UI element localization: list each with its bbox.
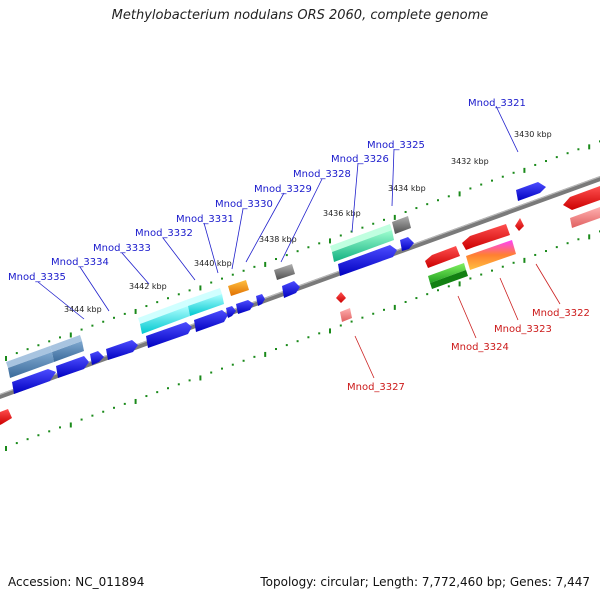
gene-arrow-blue[interactable]	[282, 281, 300, 298]
scale-label: 3434 kbp	[388, 184, 426, 193]
gene-label-reverse[interactable]: Mnod_3323	[494, 324, 552, 335]
accession-text: Accession: NC_011894	[8, 575, 145, 589]
gene-box-teal[interactable]	[330, 224, 392, 252]
gene-arrow-pink[interactable]	[340, 308, 352, 322]
gene-box-cyan[interactable]	[188, 294, 224, 316]
gene-box-cyan[interactable]	[186, 288, 222, 306]
gene-arrow-blue[interactable]	[90, 351, 104, 365]
label-leader-line	[79, 266, 110, 312]
gene-arrow-blue[interactable]	[106, 340, 138, 360]
gene-arrow-blue[interactable]	[56, 356, 89, 378]
gene-arrow-red[interactable]	[0, 409, 12, 425]
reverse-strand-genes	[0, 186, 600, 425]
scale-label: 3442 kbp	[129, 282, 167, 291]
forward-gene-labels	[37, 105, 519, 320]
label-leader-line	[280, 178, 323, 263]
gene-label-reverse[interactable]: Mnod_3322	[532, 308, 590, 319]
gene-label-forward[interactable]: Mnod_3331	[176, 214, 234, 225]
scale-label: 3444 kbp	[64, 305, 102, 314]
gene-label-forward[interactable]: Mnod_3328	[293, 169, 351, 180]
gene-label-forward[interactable]: Mnod_3330	[215, 199, 273, 210]
gene-box-magenta[interactable]	[466, 240, 516, 270]
gene-box-gray[interactable]	[274, 264, 295, 280]
gene-arrow-blue[interactable]	[256, 294, 265, 306]
gene-arrow-blue[interactable]	[516, 182, 546, 201]
gene-arrow-blue[interactable]	[146, 322, 192, 348]
gene-arrow-red[interactable]	[563, 186, 600, 210]
gene-box-gray[interactable]	[392, 216, 411, 234]
gene-box-steelblue[interactable]	[50, 335, 82, 352]
label-leader-line	[391, 148, 395, 207]
scale-labels: 3430 kbp 3432 kbp 3434 kbp 3436 kbp 3438…	[64, 130, 552, 314]
gene-label-reverse[interactable]: Mnod_3327	[347, 382, 405, 393]
gene-label-forward[interactable]: Mnod_3334	[51, 257, 109, 268]
label-leader-line	[37, 281, 85, 320]
gene-box-steelblue[interactable]	[8, 352, 54, 378]
label-leader-line	[121, 252, 150, 285]
scale-label: 3436 kbp	[323, 209, 361, 218]
label-leader-line	[499, 277, 519, 321]
gene-label-forward[interactable]: Mnod_3332	[135, 228, 193, 239]
gene-box-teal[interactable]	[332, 230, 394, 262]
scale-label: 3440 kbp	[194, 259, 232, 268]
lower-tick-track	[5, 230, 600, 451]
map-title: Methylobacterium nodulans ORS 2060, comp…	[111, 8, 489, 23]
scale-label: 3432 kbp	[451, 157, 489, 166]
label-leader-line	[162, 237, 196, 281]
upper-tick-track	[5, 140, 600, 361]
gene-box-green[interactable]	[430, 270, 468, 289]
gene-arrow-blue[interactable]	[194, 310, 228, 332]
gene-arrow-blue[interactable]	[400, 237, 414, 251]
gene-label-forward[interactable]: Mnod_3321	[468, 98, 526, 109]
gene-arrow-red[interactable]	[462, 224, 510, 250]
label-leader-line	[354, 335, 375, 379]
label-leader-line	[245, 192, 285, 263]
gene-arrow-blue[interactable]	[226, 306, 236, 318]
scale-label: 3430 kbp	[514, 130, 552, 139]
gene-arrow-red[interactable]	[336, 292, 346, 303]
gene-box-cyan[interactable]	[140, 306, 190, 334]
gene-box-cyan[interactable]	[138, 300, 188, 324]
forward-strand-genes	[6, 182, 546, 394]
gene-arrow-blue[interactable]	[338, 245, 397, 276]
label-leader-line	[457, 295, 477, 339]
gene-label-forward[interactable]: Mnod_3326	[331, 154, 389, 165]
reverse-gene-labels	[354, 263, 561, 379]
gene-label-forward[interactable]: Mnod_3329	[254, 184, 312, 195]
gene-arrow-red[interactable]	[515, 218, 524, 231]
gene-box-green[interactable]	[428, 263, 466, 283]
gene-box-steelblue[interactable]	[52, 341, 84, 362]
label-leader-line	[203, 222, 219, 274]
label-leader-line	[495, 105, 519, 153]
gene-arrow-blue[interactable]	[236, 300, 254, 314]
scale-label: 3438 kbp	[259, 235, 297, 244]
gene-label-forward[interactable]: Mnod_3333	[93, 243, 151, 254]
label-leader-line	[535, 263, 561, 305]
gene-arrow-pink[interactable]	[570, 207, 600, 228]
gene-box-steelblue[interactable]	[6, 346, 52, 368]
genome-summary-text: Topology: circular; Length: 7,772,460 bp…	[260, 575, 590, 589]
gene-label-reverse[interactable]: Mnod_3324	[451, 342, 509, 353]
gene-label-forward[interactable]: Mnod_3335	[8, 272, 66, 283]
label-leader-line	[231, 208, 244, 270]
label-leader-line	[351, 162, 359, 233]
gene-label-forward[interactable]: Mnod_3325	[367, 140, 425, 151]
gene-box-orange[interactable]	[228, 280, 249, 296]
gene-arrow-blue[interactable]	[12, 369, 56, 394]
gene-arrow-red[interactable]	[425, 246, 460, 268]
